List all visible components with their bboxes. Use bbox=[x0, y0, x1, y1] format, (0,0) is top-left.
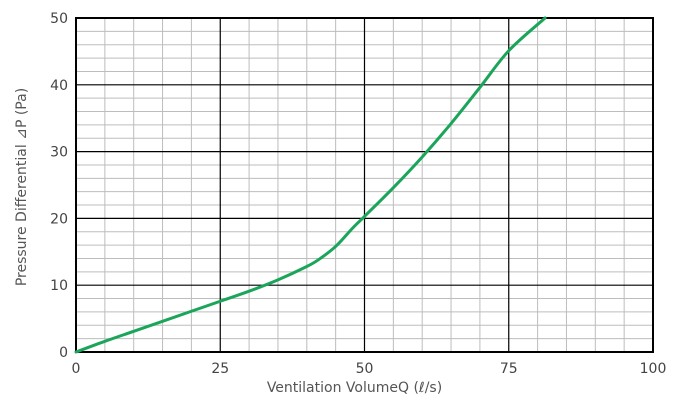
y-tick-label: 20 bbox=[50, 211, 68, 227]
y-tick-label: 0 bbox=[59, 345, 68, 361]
x-tick-label: 50 bbox=[356, 361, 374, 377]
series-line bbox=[74, 16, 547, 354]
x-axis-label: Ventilation VolumeQ (ℓ/s) bbox=[267, 380, 442, 396]
x-tick-label: 75 bbox=[500, 361, 518, 377]
y-tick-label: 40 bbox=[50, 78, 68, 94]
x-tick-label: 100 bbox=[640, 361, 667, 377]
plot-frame bbox=[75, 17, 654, 353]
y-tick-label: 50 bbox=[50, 11, 68, 27]
y-tick-label: 10 bbox=[50, 278, 68, 294]
y-tick-label: 30 bbox=[50, 145, 68, 161]
y-tick-labels: 0 10 20 30 40 50 bbox=[50, 11, 68, 361]
x-tick-label: 25 bbox=[211, 361, 229, 377]
x-tick-labels: 0 25 50 75 100 bbox=[72, 361, 667, 377]
x-tick-label: 0 bbox=[72, 361, 81, 377]
y-axis-label: Pressure Differential ⊿P (Pa) bbox=[14, 88, 30, 286]
